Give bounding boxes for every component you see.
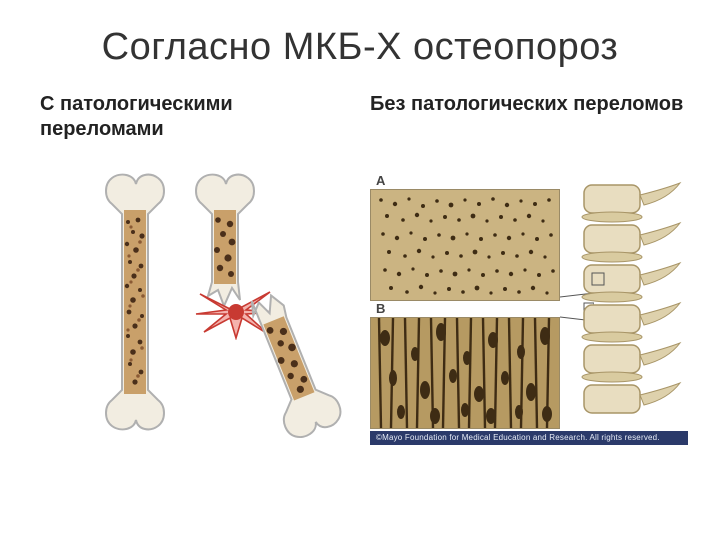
right-column: Без патологических переломов xyxy=(370,92,690,117)
figure-with-fractures xyxy=(40,172,340,452)
left-column: С патологическими переломами xyxy=(40,92,340,142)
slide: Согласно МКБ-Х остеопороз С патологическ… xyxy=(0,0,720,540)
right-subheading: Без патологических переломов xyxy=(370,92,690,117)
trabecular-a-icon xyxy=(371,190,559,300)
trabecular-panel-a xyxy=(370,189,560,301)
bone-normal-icon xyxy=(100,172,170,432)
spine-icon xyxy=(572,181,688,415)
bone-broken-bottom-icon xyxy=(231,281,354,447)
slide-title: Согласно МКБ-Х остеопороз xyxy=(0,26,720,69)
trabecular-b-icon xyxy=(371,318,559,428)
image-credit: ©Mayo Foundation for Medical Education a… xyxy=(370,431,688,445)
left-subheading: С патологическими переломами xyxy=(40,92,340,142)
trabecular-panel-b xyxy=(370,317,560,429)
panel-a-label: A xyxy=(376,173,385,188)
panel-b-label: B xyxy=(376,301,385,316)
figure-without-fractures: A B xyxy=(370,175,688,445)
